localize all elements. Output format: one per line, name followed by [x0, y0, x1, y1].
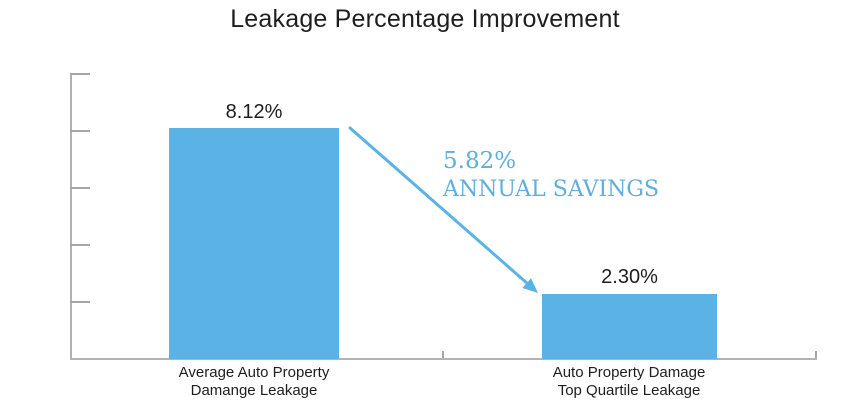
y-axis-tick: [70, 301, 90, 303]
x-axis-category-label: Average Auto Property Damange Leakage: [178, 364, 330, 399]
x-axis-category-label: Auto Property Damage Top Quartile Leakag…: [552, 364, 706, 399]
y-axis-tick: [70, 130, 90, 132]
x-axis-tick: [442, 351, 444, 358]
savings-value: 5.82%: [443, 148, 517, 174]
y-axis-tick: [70, 73, 90, 75]
chart-title: Leakage Percentage Improvement: [230, 5, 620, 33]
y-axis-tick: [70, 187, 90, 189]
x-axis-tick: [815, 351, 817, 358]
bar-value-label: 2.30%: [601, 266, 658, 288]
y-axis-line: [70, 74, 72, 359]
savings-annotation: 5.82% ANNUAL SAVINGS: [443, 147, 659, 204]
bar-value-label: 8.12%: [225, 101, 283, 123]
y-axis-tick: [70, 244, 90, 246]
savings-label: ANNUAL SAVINGS: [443, 177, 660, 202]
bar-average-leakage: [169, 127, 339, 359]
savings-arrow-icon: [348, 126, 538, 293]
x-axis-line: [70, 358, 817, 360]
bar-top-quartile-leakage: [542, 293, 717, 359]
